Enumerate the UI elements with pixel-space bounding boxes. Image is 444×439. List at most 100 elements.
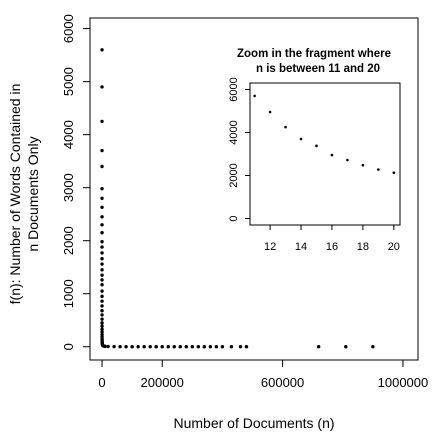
inset-data-point (346, 158, 349, 162)
main-data-point (190, 344, 195, 349)
main-data-point (172, 344, 176, 349)
main-y-axis-title-line-2: n Documents Only (25, 136, 41, 251)
main-data-point (100, 148, 104, 153)
main-data-point (100, 85, 104, 89)
main-y-tick-label: 3000 (61, 173, 76, 202)
main-plot: 0 200000 600000 1000000 0 1000 2000 3000 4000 500… (7, 14, 428, 431)
main-data-point (100, 273, 104, 277)
main-data-point (160, 344, 164, 349)
main-data-point (100, 317, 104, 321)
main-data-point (100, 187, 104, 191)
main-data-point (100, 119, 104, 124)
main-y-axis-title-line-1: f(n): Number of Words Contained in (7, 84, 23, 305)
main-data-point (220, 344, 225, 349)
main-data-point (118, 344, 122, 349)
main-data-point (112, 344, 116, 349)
main-data-point (100, 262, 104, 266)
inset-x-tick-label: 14 (295, 241, 307, 253)
main-data-point (100, 223, 104, 227)
main-data-point (184, 344, 188, 349)
main-y-tick-label: 2000 (61, 226, 76, 255)
main-data-point (148, 344, 152, 349)
main-x-tick-label: 600000 (261, 375, 304, 390)
inset-x-tick-label: 18 (357, 241, 369, 253)
main-data-point (100, 321, 104, 325)
main-data-point (100, 257, 104, 261)
main-data-point (100, 294, 104, 299)
inset-plot: 12 14 16 18 20 0 2000 4000 6000 Zoom in the frag… (228, 48, 401, 253)
main-points (100, 48, 375, 349)
main-x-tick-label: 200000 (141, 375, 184, 390)
main-data-point (154, 344, 158, 349)
main-data-point (100, 240, 104, 244)
main-data-point (214, 344, 219, 349)
main-data-point (100, 330, 104, 334)
inset-data-point (361, 163, 365, 167)
main-data-point (100, 278, 104, 282)
main-data-point (100, 299, 104, 303)
inset-y-tick-label: 0 (228, 215, 240, 221)
main-data-point (106, 344, 110, 349)
main-data-point (100, 308, 104, 313)
main-data-point (166, 344, 170, 349)
main-data-point (100, 196, 104, 200)
main-data-point (208, 344, 213, 349)
main-data-point (244, 344, 249, 349)
main-data-point (229, 344, 234, 349)
main-data-point (178, 344, 182, 349)
main-y-tick-label: 0 (61, 343, 76, 350)
main-data-point (100, 245, 104, 249)
inset-data-point (377, 168, 380, 171)
main-data-point (100, 205, 104, 209)
inset-plot-frame (249, 82, 401, 226)
inset-x-tick-label: 20 (388, 241, 400, 253)
main-data-point (100, 289, 104, 293)
inset-axes: 12 14 16 18 20 0 2000 4000 6000 (228, 77, 400, 253)
inset-x-tick-label: 12 (264, 241, 276, 253)
main-data-point (100, 231, 104, 235)
inset-y-tick-label: 2000 (228, 163, 240, 187)
main-data-point (196, 344, 201, 349)
main-data-point (316, 344, 321, 349)
main-data-point (100, 251, 104, 255)
inset-data-point (315, 144, 318, 148)
main-data-point (124, 344, 128, 349)
inset-data-point (253, 94, 256, 98)
inset-data-point (284, 125, 287, 129)
main-y-tick-label: 5000 (61, 67, 76, 96)
main-data-point (136, 344, 140, 349)
main-data-point (344, 344, 348, 349)
main-data-point (100, 327, 104, 331)
main-data-point (100, 324, 104, 328)
inset-points (253, 94, 396, 175)
main-data-point (371, 344, 375, 349)
main-y-tick-label: 1000 (61, 279, 76, 308)
main-x-tick-label: 1000000 (378, 375, 429, 390)
main-data-point (100, 313, 104, 317)
main-data-point (142, 344, 146, 349)
inset-data-point (330, 153, 334, 157)
main-x-tick-label: 0 (98, 375, 105, 390)
inset-data-point (268, 110, 272, 114)
inset-x-tick-label: 16 (326, 241, 338, 253)
main-data-point (100, 215, 104, 219)
main-x-axis-title: Number of Documents (n) (173, 415, 334, 431)
main-data-point (100, 48, 104, 52)
main-data-point (100, 268, 104, 272)
main-data-point (100, 283, 104, 287)
main-data-point (238, 344, 243, 349)
main-data-point (130, 344, 134, 349)
main-data-point (103, 344, 107, 349)
inset-title-line-2: n is between 11 and 20 (256, 63, 380, 75)
main-data-point (100, 164, 104, 169)
inset-y-tick-label: 6000 (228, 77, 240, 101)
main-y-tick-label: 4000 (61, 120, 76, 149)
inset-y-tick-label: 4000 (228, 120, 240, 144)
main-axes: 0 200000 600000 1000000 0 1000 2000 3000 4000 500… (61, 14, 428, 390)
inset-data-point (299, 137, 303, 141)
main-data-point (100, 304, 104, 308)
main-y-tick-label: 6000 (61, 14, 76, 43)
main-data-point (202, 344, 207, 349)
inset-title-line-1: Zoom in the fragment where (237, 48, 391, 60)
